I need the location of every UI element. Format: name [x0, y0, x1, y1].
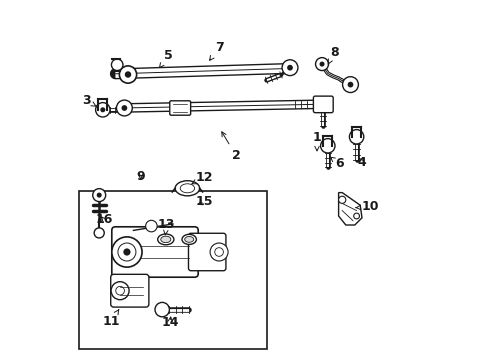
Circle shape — [282, 60, 298, 76]
FancyBboxPatch shape — [189, 233, 226, 271]
Circle shape — [122, 105, 127, 111]
Text: 1: 1 — [313, 131, 321, 151]
Circle shape — [316, 58, 328, 71]
Circle shape — [349, 130, 364, 144]
Circle shape — [94, 228, 104, 238]
Text: 5: 5 — [159, 49, 173, 68]
Text: 15: 15 — [196, 195, 214, 208]
Ellipse shape — [185, 237, 194, 242]
Circle shape — [96, 103, 110, 117]
Text: 11: 11 — [102, 310, 120, 328]
Circle shape — [287, 65, 293, 71]
Text: 14: 14 — [161, 316, 179, 329]
Text: 12: 12 — [192, 171, 214, 184]
Circle shape — [120, 66, 137, 83]
Text: 3: 3 — [82, 94, 96, 107]
Bar — [79, 191, 267, 349]
Circle shape — [117, 100, 132, 116]
FancyBboxPatch shape — [170, 101, 191, 115]
Text: 6: 6 — [330, 157, 343, 170]
Text: 8: 8 — [328, 46, 339, 64]
Circle shape — [319, 62, 324, 67]
Text: 9: 9 — [136, 170, 145, 183]
Ellipse shape — [158, 234, 174, 245]
Circle shape — [210, 243, 228, 261]
Circle shape — [354, 213, 360, 219]
Text: 2: 2 — [222, 132, 241, 162]
Circle shape — [100, 107, 105, 112]
Circle shape — [343, 77, 358, 93]
Circle shape — [339, 196, 346, 203]
FancyBboxPatch shape — [111, 274, 149, 307]
FancyBboxPatch shape — [112, 227, 198, 277]
Circle shape — [320, 139, 335, 153]
Polygon shape — [339, 193, 362, 225]
Text: 16: 16 — [95, 213, 113, 226]
Text: 7: 7 — [210, 41, 223, 60]
Text: 10: 10 — [356, 201, 379, 213]
Circle shape — [125, 71, 131, 78]
Text: 4: 4 — [358, 156, 367, 169]
Ellipse shape — [161, 236, 171, 243]
Circle shape — [97, 193, 102, 198]
Circle shape — [112, 237, 142, 267]
Ellipse shape — [175, 181, 199, 196]
Circle shape — [347, 82, 353, 87]
FancyBboxPatch shape — [314, 96, 333, 113]
Circle shape — [93, 189, 106, 202]
Circle shape — [146, 220, 157, 232]
Circle shape — [111, 59, 123, 71]
Circle shape — [155, 302, 170, 317]
Circle shape — [111, 282, 129, 300]
Ellipse shape — [182, 234, 196, 244]
Circle shape — [123, 248, 130, 256]
Text: 13: 13 — [158, 219, 175, 235]
